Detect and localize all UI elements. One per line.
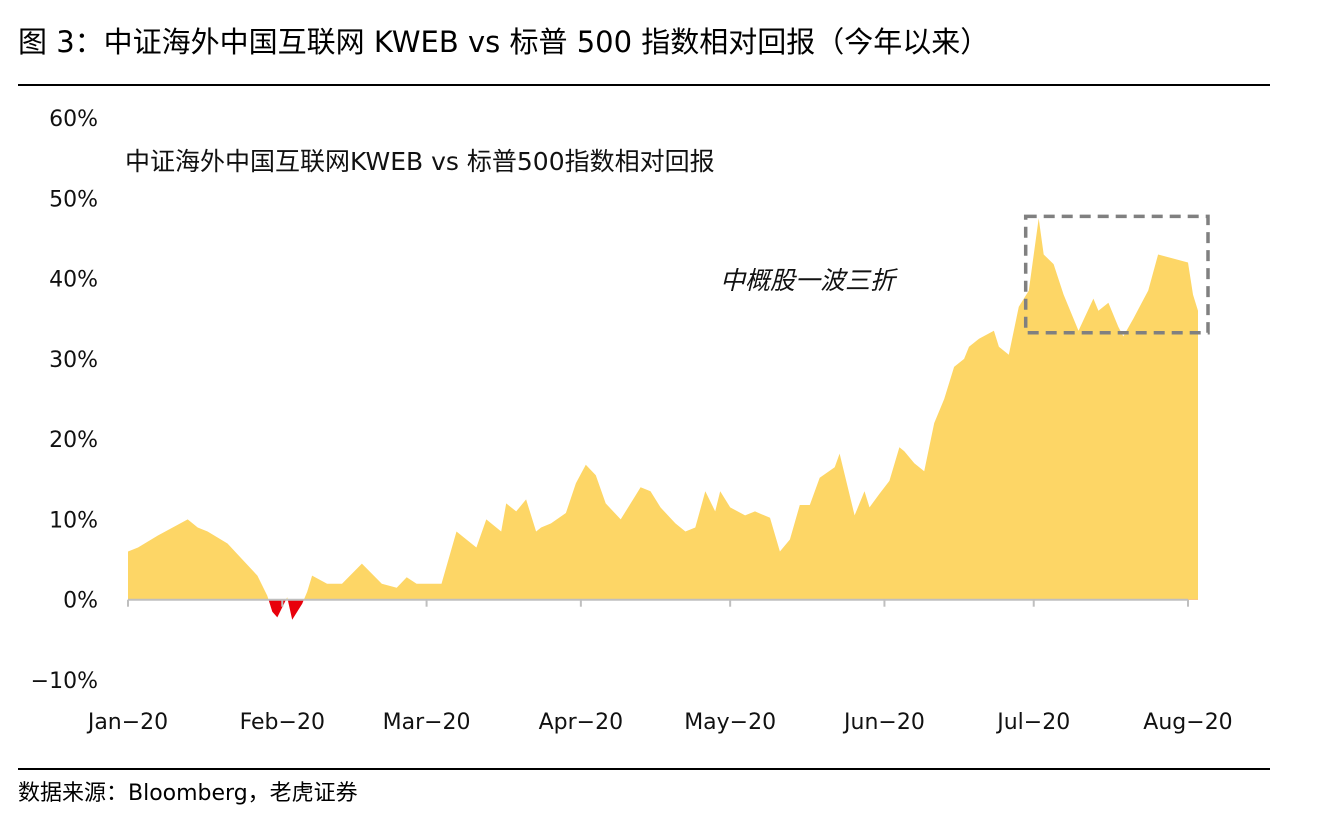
- x-tick-label: Aug−20: [1143, 710, 1232, 735]
- footer-divider: [18, 768, 1270, 770]
- y-tick-label: 50%: [49, 187, 98, 212]
- y-tick-label: 60%: [49, 107, 98, 132]
- x-tick-label: Jan−20: [86, 710, 168, 735]
- x-tick-labels: Jan−20 Feb−20 Mar−20 Apr−20 May−20 Jun−20 Jul−…: [86, 710, 1233, 735]
- x-tick-label: Apr−20: [539, 710, 624, 735]
- figure-title: 图 3：中证海外中国互联网 KWEB vs 标普 500 指数相对回报（今年以来…: [18, 25, 990, 59]
- y-tick-label: −10%: [31, 669, 98, 694]
- series-0-area-positive: [128, 218, 1198, 600]
- annotation-box: [1023, 214, 1210, 335]
- x-tick-label: May−20: [684, 710, 776, 735]
- area-layer: [128, 218, 1198, 620]
- title-divider: [18, 84, 1270, 86]
- chart-title: 中证海外中国互联网KWEB vs 标普500指数相对回报: [125, 147, 715, 176]
- x-axis: [127, 598, 1189, 607]
- y-tick-label: 0%: [63, 589, 98, 614]
- y-tick-label: 20%: [49, 428, 98, 453]
- x-tick-label: Feb−20: [240, 710, 325, 735]
- series-0-area-negative: [268, 599, 304, 620]
- y-axis: 60% 50% 40% 30% 20% 10% 0% −10%: [31, 107, 98, 694]
- source-note: 数据来源：Bloomberg，老虎证券: [18, 781, 358, 806]
- y-tick-label: 40%: [49, 268, 98, 293]
- x-tick-label: Mar−20: [383, 710, 471, 735]
- x-tick-label: Jun−20: [842, 710, 925, 735]
- y-tick-label: 30%: [49, 348, 98, 373]
- y-tick-label: 10%: [49, 508, 98, 533]
- x-tick-label: Jul−20: [995, 710, 1070, 735]
- annotation: 中概股一波三折: [720, 214, 1210, 335]
- annotation-text: 中概股一波三折: [720, 266, 898, 295]
